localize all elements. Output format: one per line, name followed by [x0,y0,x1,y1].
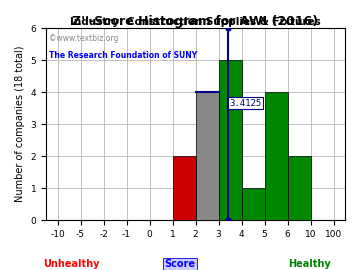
Text: Score: Score [165,259,195,269]
Text: Industry: Construction Supplies & Fixtures: Industry: Construction Supplies & Fixtur… [70,17,321,27]
Y-axis label: Number of companies (18 total): Number of companies (18 total) [15,46,25,202]
Bar [242,188,265,220]
Bar [172,156,195,220]
Bar [265,92,288,220]
Text: Healthy: Healthy [288,259,331,269]
Text: The Research Foundation of SUNY: The Research Foundation of SUNY [49,51,197,60]
Bar [219,60,242,220]
Text: Unhealthy: Unhealthy [43,259,100,269]
Text: ©www.textbiz.org: ©www.textbiz.org [49,34,118,43]
Title: Z''-Score Histogram for AWI (2016): Z''-Score Histogram for AWI (2016) [72,15,319,28]
Bar [288,156,311,220]
Bar [195,92,219,220]
Text: 3.4125: 3.4125 [229,99,261,108]
